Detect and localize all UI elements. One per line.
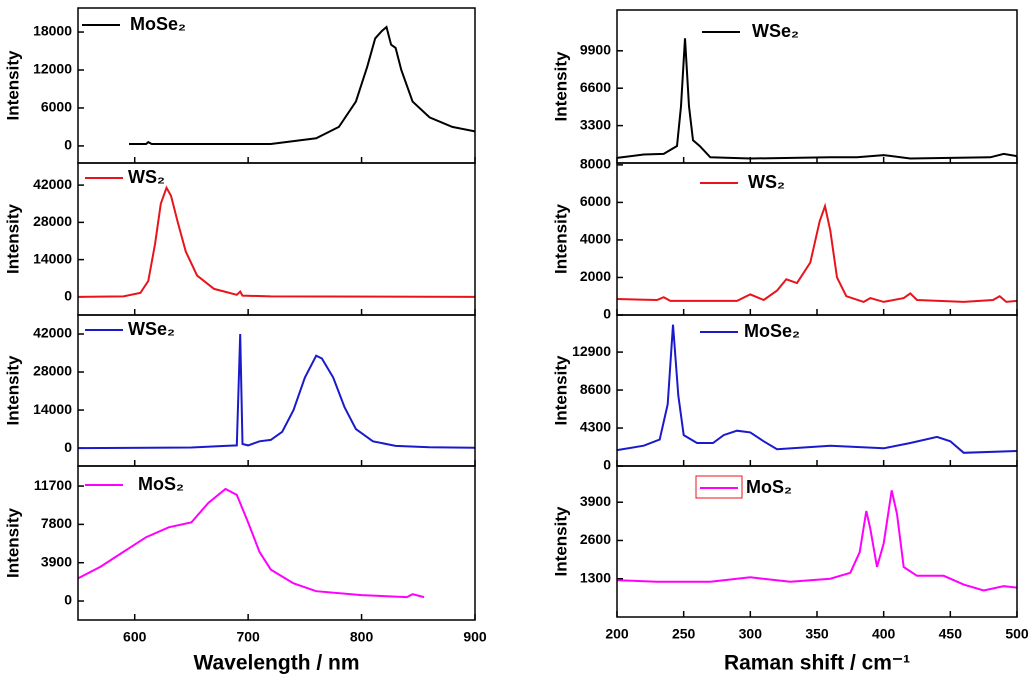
y-tick-label: 4000 (580, 231, 611, 247)
x-tick-label: 500 (1005, 626, 1029, 642)
legend-box (695, 475, 743, 499)
x-tick-label: 350 (805, 626, 829, 642)
x-tick-label: 900 (463, 629, 487, 645)
y-tick-label: 28000 (33, 363, 72, 379)
legend-label: WS₂ (128, 167, 165, 187)
x-tick-label: 600 (123, 629, 147, 645)
x-tick-label: 400 (872, 626, 896, 642)
spectrum-line (77, 487, 425, 599)
x-tick-label: 450 (939, 626, 963, 642)
spectrum-line (616, 324, 1018, 454)
spectrum-line (77, 333, 476, 450)
y-tick-label: 3300 (580, 116, 611, 132)
y-tick-label: 8600 (580, 381, 611, 397)
y-tick-label: 12900 (572, 343, 611, 359)
y-tick-label: 14000 (33, 401, 72, 417)
x-tick-label: 250 (672, 626, 696, 642)
y-axis-label: Intensity (551, 355, 570, 425)
panel-frame (616, 162, 1018, 316)
spectrum-line (77, 185, 476, 298)
y-tick-label: 42000 (33, 176, 72, 192)
spectrum-line (616, 490, 1018, 592)
spectrum-line (616, 38, 1018, 160)
y-tick-label: 11700 (34, 477, 72, 493)
spectrum-line (616, 202, 1018, 303)
y-tick-label: 6000 (41, 99, 72, 115)
y-tick-label: 0 (64, 439, 72, 455)
y-axis-label: Intensity (551, 204, 570, 274)
y-tick-label: 28000 (33, 213, 72, 229)
legend-label: MoSe₂ (130, 14, 186, 34)
y-tick-label: 12000 (33, 61, 72, 77)
y-tick-label: 0 (64, 592, 72, 608)
y-tick-label: 8000 (580, 156, 611, 172)
y-axis-label: Intensity (3, 508, 22, 578)
y-tick-label: 3900 (580, 493, 611, 509)
legend-label: MoS₂ (746, 477, 792, 497)
legend-label: WSe₂ (128, 319, 175, 339)
y-axis-label: Intensity (3, 50, 22, 120)
legend-label: WSe₂ (752, 21, 799, 41)
y-tick-label: 6600 (580, 79, 611, 95)
y-tick-label: 0 (64, 288, 72, 304)
y-tick-label: 7800 (41, 515, 72, 531)
x-tick-label: 300 (739, 626, 763, 642)
panel-frame (77, 465, 476, 621)
x-axis-label: Wavelength / nm (193, 652, 359, 675)
y-tick-label: 2000 (580, 268, 611, 284)
y-axis-label: Intensity (3, 204, 22, 274)
y-axis-label: Intensity (551, 506, 570, 576)
legend-label: WS₂ (748, 172, 785, 192)
y-tick-label: 2600 (580, 531, 611, 547)
y-tick-label: 6000 (580, 193, 611, 209)
y-tick-label: 18000 (33, 23, 72, 39)
x-axis-label: Raman shift / cm⁻¹ (724, 652, 910, 675)
spectrum-line (129, 25, 476, 145)
y-tick-label: 9900 (580, 42, 611, 58)
legend-label: MoS₂ (138, 474, 184, 494)
x-tick-label: 800 (350, 629, 374, 645)
y-axis-label: Intensity (551, 51, 570, 121)
x-tick-label: 200 (605, 626, 629, 642)
y-tick-label: 1300 (580, 569, 611, 585)
legend-label: MoSe₂ (744, 321, 800, 341)
panel-frame (616, 465, 1018, 618)
y-axis-label: Intensity (3, 355, 22, 425)
y-tick-label: 0 (603, 306, 611, 322)
y-tick-label: 14000 (33, 250, 72, 266)
y-tick-label: 42000 (33, 325, 72, 341)
y-tick-label: 3900 (41, 553, 72, 569)
y-tick-label: 4300 (580, 419, 611, 435)
y-tick-label: 0 (603, 457, 611, 473)
x-tick-label: 700 (236, 629, 260, 645)
y-tick-label: 0 (64, 137, 72, 153)
